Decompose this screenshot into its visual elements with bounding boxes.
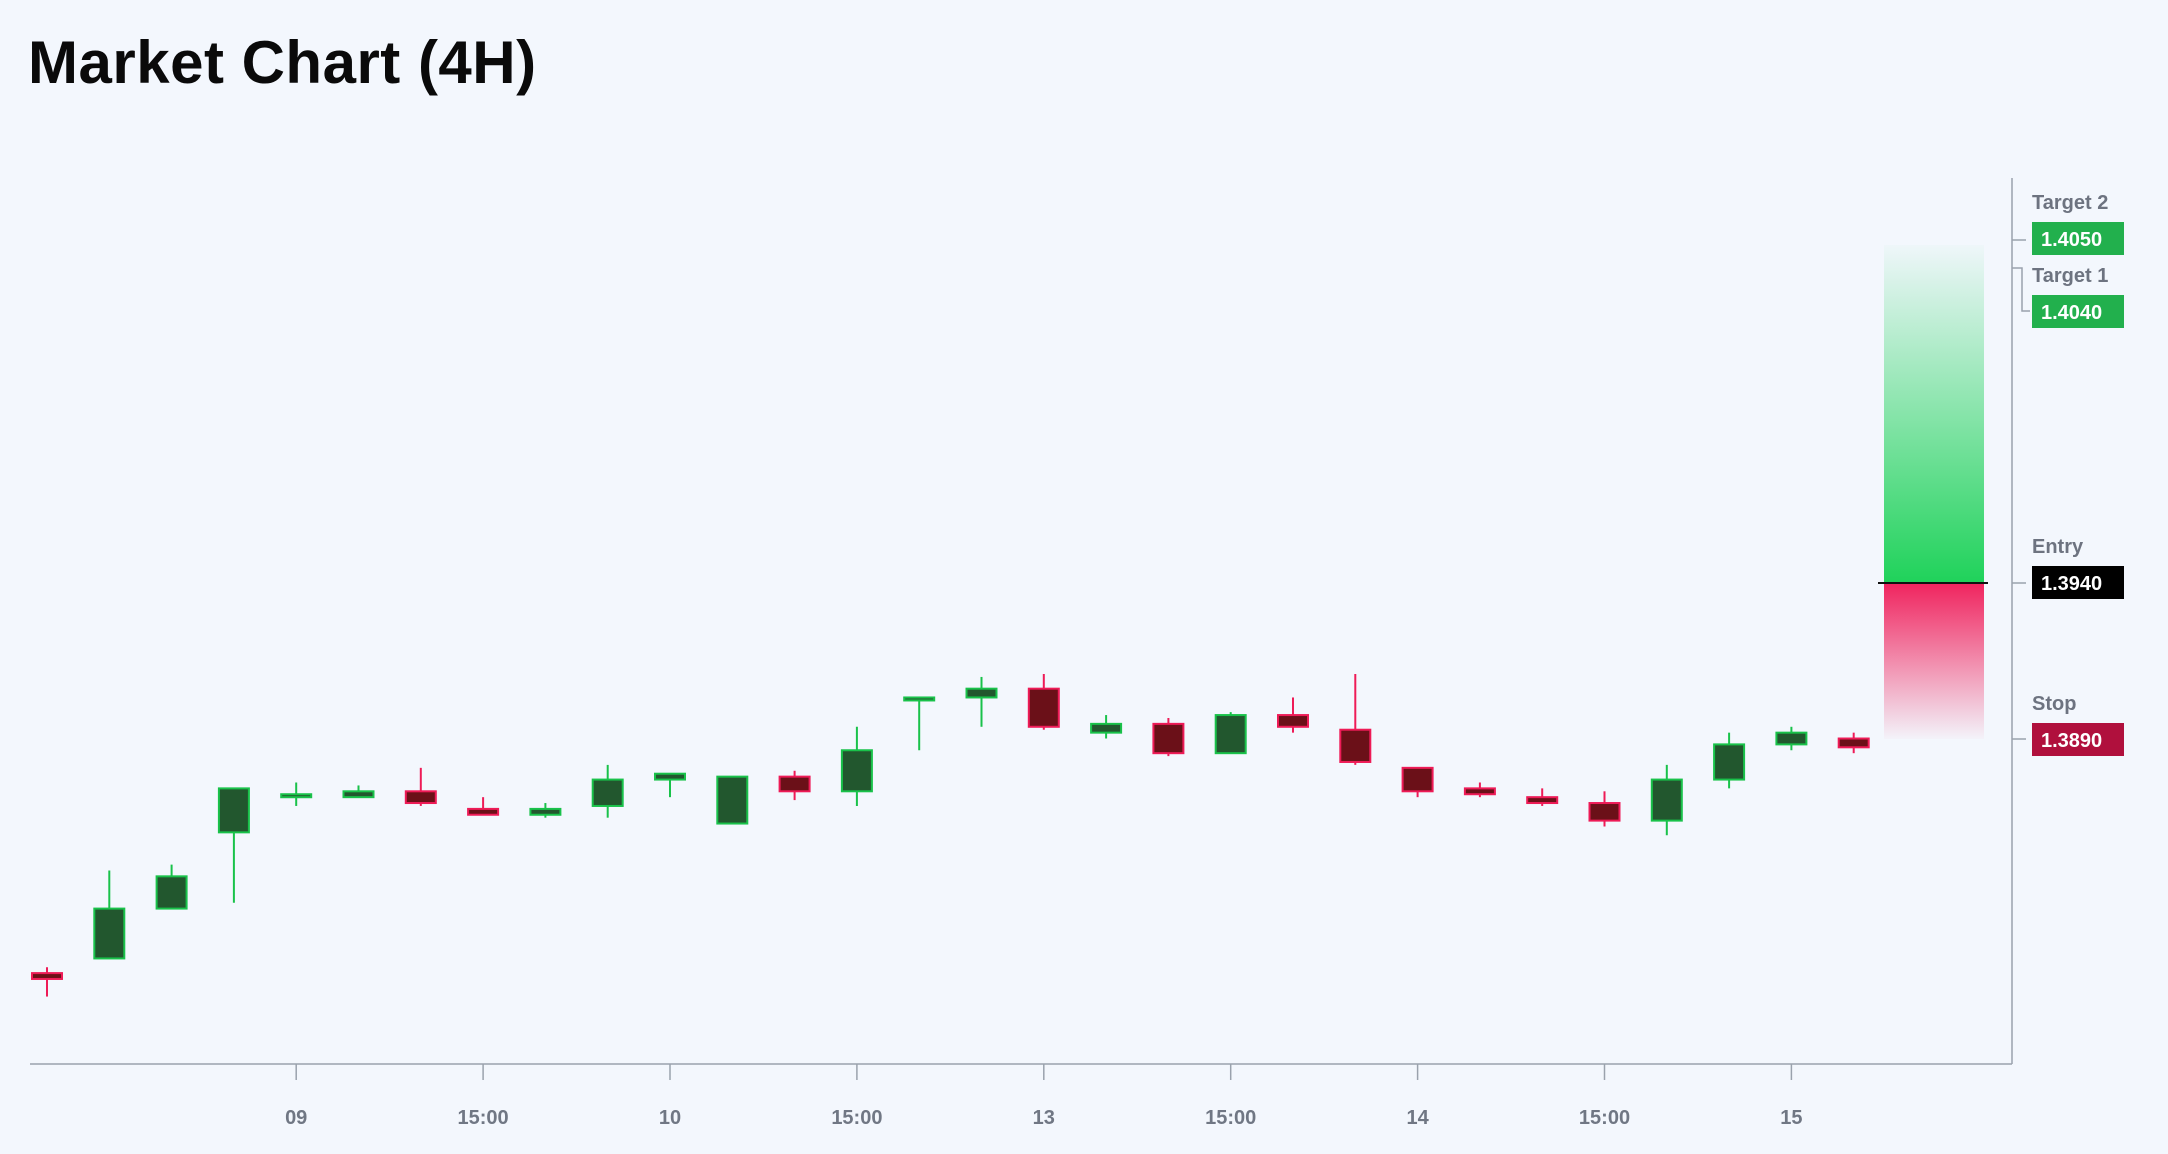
candle	[1339, 674, 1372, 765]
candle	[31, 967, 63, 997]
candle-body	[529, 807, 562, 816]
x-tick-label: 10	[659, 1107, 681, 1129]
candle-body	[591, 778, 624, 807]
candle-body	[1027, 687, 1060, 728]
level-name: Target 1	[2032, 265, 2108, 287]
axes: 09 15:00 10 15:00 13 15:00 14 15:00 15	[30, 178, 2013, 1129]
candles-layer	[31, 674, 1870, 997]
level-name: Entry	[2032, 536, 2084, 558]
level-value: 1.4040	[2041, 302, 2102, 324]
candle	[529, 803, 562, 818]
candle-body	[155, 875, 188, 910]
candle	[342, 785, 375, 799]
candle	[217, 787, 250, 903]
candle-body	[1090, 722, 1123, 734]
candle-body	[1214, 714, 1247, 755]
candle	[404, 767, 437, 806]
candle-body	[1401, 766, 1434, 793]
candle-body	[654, 772, 686, 781]
level-badge	[2032, 295, 2124, 328]
candle-body	[1152, 722, 1185, 755]
candle-body	[1526, 796, 1559, 805]
x-tick-label: 14	[1406, 1107, 1429, 1129]
level-target2: Target 2 1.4050	[2012, 192, 2124, 255]
candle	[1526, 788, 1559, 806]
level-name: Stop	[2032, 693, 2076, 715]
level-badge	[2032, 723, 2124, 756]
level-value: 1.3940	[2041, 573, 2102, 595]
x-tick-label: 13	[1033, 1107, 1055, 1129]
candle-body	[1775, 731, 1808, 746]
level-value: 1.3890	[2041, 730, 2102, 752]
page-title: Market Chart (4H)	[28, 29, 537, 96]
candle	[965, 676, 998, 727]
x-tick-label: 15:00	[1205, 1107, 1256, 1129]
candle	[280, 782, 313, 806]
candle	[467, 797, 500, 816]
candle	[155, 864, 188, 910]
candle	[716, 775, 749, 825]
level-badge	[2032, 566, 2124, 599]
candle-body	[93, 907, 126, 960]
candle	[1277, 697, 1309, 733]
candle	[1027, 674, 1060, 730]
candle-body	[280, 793, 313, 799]
candle	[93, 870, 126, 960]
candle-body	[1588, 802, 1621, 822]
candle	[1152, 717, 1185, 757]
candle	[840, 726, 873, 806]
level-entry: Entry 1.3940	[2012, 536, 2124, 599]
trade-levels: Target 2 1.4050 Target 1 1.4040 Entry 1.3940 S…	[2012, 192, 2124, 756]
candle	[1090, 715, 1123, 739]
x-tick-label: 09	[285, 1107, 307, 1129]
candle-body	[1713, 743, 1746, 781]
candle-body	[342, 790, 375, 799]
candle	[1837, 732, 1870, 754]
candle	[1463, 782, 1496, 798]
candle-body	[965, 687, 998, 699]
x-tick-label: 15:00	[458, 1107, 509, 1129]
candle-body	[840, 749, 873, 793]
level-tick	[2012, 267, 2030, 312]
candle-body	[1277, 714, 1309, 728]
level-value: 1.4050	[2041, 229, 2102, 251]
loss-zone	[1884, 583, 1984, 739]
candle-body	[1463, 787, 1496, 796]
candle-body	[1339, 728, 1372, 763]
candle	[1713, 732, 1746, 789]
candle	[1650, 764, 1683, 836]
profit-zone	[1884, 245, 1984, 583]
candle-body	[31, 972, 63, 980]
candle-body	[217, 787, 250, 834]
x-tick-label: 15:00	[1579, 1107, 1630, 1129]
candle	[903, 696, 936, 751]
level-target1: Target 1 1.4040	[2012, 265, 2124, 328]
candle	[1214, 712, 1247, 755]
candle	[1401, 766, 1434, 798]
candle	[778, 770, 811, 801]
candle	[591, 764, 624, 818]
candle-body	[778, 775, 811, 793]
candle-body	[404, 790, 437, 805]
candle-body	[1837, 737, 1870, 749]
x-tick-label: 15	[1780, 1107, 1802, 1129]
candle-body	[903, 696, 936, 702]
x-tick-label: 15:00	[831, 1107, 882, 1129]
candle	[1588, 791, 1621, 827]
candle-body	[467, 807, 500, 816]
candle	[1775, 726, 1808, 751]
level-stop: Stop 1.3890	[2012, 693, 2124, 756]
candle-body	[1650, 778, 1683, 822]
trade-zones	[1878, 245, 1988, 739]
level-name: Target 2	[2032, 192, 2108, 214]
candle-body	[716, 775, 749, 825]
candle	[654, 772, 686, 798]
level-badge	[2032, 222, 2124, 255]
